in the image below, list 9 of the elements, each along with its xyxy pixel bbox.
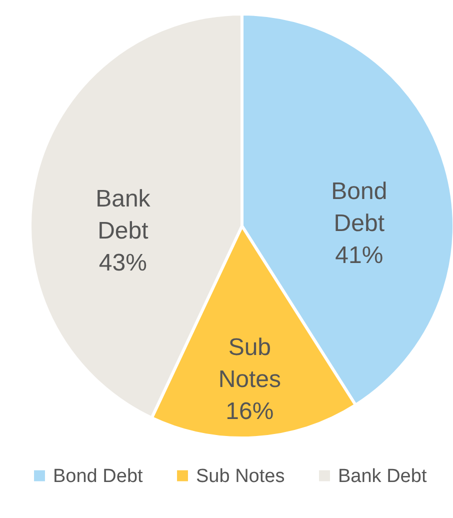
legend-label: Bank Debt: [338, 466, 428, 487]
legend-label: Bond Debt: [53, 466, 144, 487]
slice-label: Bank Debt: [96, 185, 152, 244]
slice-label: Sub Notes: [218, 334, 282, 393]
data-label: 16%: [226, 398, 274, 425]
data-label: 43%: [98, 249, 147, 276]
legend-label: Sub Notes: [196, 466, 285, 487]
slice-label: Bond Debt: [331, 178, 388, 237]
data-label: 41%: [335, 242, 384, 269]
